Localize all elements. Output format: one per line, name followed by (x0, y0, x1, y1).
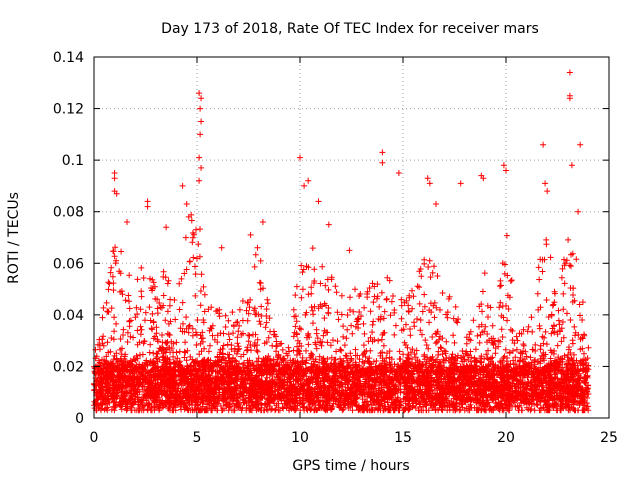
x-axis-label: GPS time / hours (292, 458, 409, 474)
chart-title: Day 173 of 2018, Rate Of TEC Index for r… (161, 21, 539, 37)
x-tick-label: 20 (497, 430, 515, 446)
axis-ticks: 0 5 10 15 20 25 0 0.02 0.04 0.06 0.08 0.1 0.12 0.14 (53, 50, 618, 446)
y-tick-label: 0.06 (53, 256, 84, 272)
y-tick-label: 0.02 (53, 359, 84, 375)
y-axis-label: ROTI / TECUs (6, 192, 22, 284)
x-tick-label: 0 (90, 430, 99, 446)
x-tick-label: 25 (600, 430, 618, 446)
x-tick-label: 15 (394, 430, 412, 446)
x-tick-label: 5 (193, 430, 202, 446)
x-tick-label: 10 (291, 430, 309, 446)
data-points (91, 69, 592, 414)
y-tick-label: 0.12 (53, 102, 84, 118)
plot-frame (93, 56, 610, 419)
y-tick-label: 0.1 (62, 153, 84, 169)
y-tick-label: 0.04 (53, 308, 84, 324)
y-tick-label: 0.14 (53, 50, 84, 66)
y-tick-label: 0 (75, 411, 84, 427)
roti-series-markers (91, 69, 592, 414)
y-tick-label: 0.08 (53, 205, 84, 221)
